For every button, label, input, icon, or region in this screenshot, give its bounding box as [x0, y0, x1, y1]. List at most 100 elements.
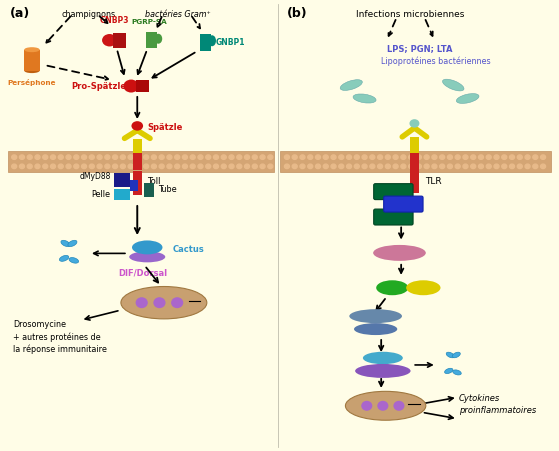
- Text: IκBα: IκBα: [375, 354, 391, 363]
- Circle shape: [112, 164, 117, 169]
- Ellipse shape: [121, 286, 207, 319]
- Text: GNBP1: GNBP1: [215, 38, 245, 47]
- Polygon shape: [114, 173, 130, 187]
- Circle shape: [128, 155, 133, 159]
- Text: Pelle: Pelle: [92, 189, 111, 198]
- Circle shape: [120, 155, 125, 159]
- Circle shape: [190, 164, 195, 169]
- Polygon shape: [144, 183, 154, 197]
- Polygon shape: [24, 50, 40, 71]
- Text: Tube: Tube: [158, 185, 177, 194]
- Text: Cytokines
proinflammatoires: Cytokines proinflammatoires: [459, 394, 536, 415]
- Circle shape: [12, 164, 17, 169]
- Circle shape: [502, 155, 507, 159]
- Circle shape: [315, 164, 320, 169]
- Text: MyD88: MyD88: [389, 200, 418, 208]
- Ellipse shape: [24, 47, 40, 52]
- Text: TLR: TLR: [425, 177, 442, 186]
- Circle shape: [151, 164, 157, 169]
- Ellipse shape: [102, 34, 117, 46]
- Circle shape: [285, 155, 290, 159]
- Circle shape: [27, 155, 32, 159]
- Circle shape: [393, 155, 398, 159]
- Ellipse shape: [124, 79, 139, 92]
- Circle shape: [339, 155, 344, 159]
- Text: IRAK1: IRAK1: [381, 212, 406, 221]
- Ellipse shape: [456, 94, 479, 103]
- Circle shape: [27, 164, 32, 169]
- Ellipse shape: [394, 401, 405, 411]
- Circle shape: [416, 164, 421, 169]
- Circle shape: [237, 164, 241, 169]
- Circle shape: [159, 155, 164, 159]
- Ellipse shape: [363, 352, 403, 364]
- Text: Spätzle: Spätzle: [147, 123, 183, 132]
- Circle shape: [66, 155, 71, 159]
- Circle shape: [331, 164, 336, 169]
- Bar: [7, 151, 274, 172]
- Text: NEMO: NEMO: [363, 325, 389, 334]
- Circle shape: [354, 164, 359, 169]
- Circle shape: [424, 164, 429, 169]
- Circle shape: [151, 155, 157, 159]
- Text: IKKβ IKKα: IKKβ IKKα: [354, 312, 397, 321]
- Circle shape: [424, 155, 429, 159]
- Circle shape: [260, 155, 265, 159]
- Text: IRAK4: IRAK4: [381, 187, 406, 196]
- Circle shape: [120, 164, 125, 169]
- Circle shape: [35, 155, 40, 159]
- Ellipse shape: [373, 245, 426, 261]
- Circle shape: [377, 155, 382, 159]
- Circle shape: [58, 164, 63, 169]
- Text: NF-κB  NF-κB: NF-κB NF-κB: [358, 366, 408, 375]
- Circle shape: [58, 155, 63, 159]
- Circle shape: [89, 164, 94, 169]
- Circle shape: [370, 164, 375, 169]
- Circle shape: [105, 155, 110, 159]
- Circle shape: [112, 155, 117, 159]
- Circle shape: [362, 155, 367, 159]
- Ellipse shape: [453, 370, 461, 375]
- Circle shape: [471, 155, 476, 159]
- Ellipse shape: [349, 309, 402, 323]
- Circle shape: [300, 155, 305, 159]
- Text: TAK1: TAK1: [380, 283, 404, 292]
- Circle shape: [50, 164, 55, 169]
- Circle shape: [347, 164, 352, 169]
- Polygon shape: [113, 33, 126, 48]
- Circle shape: [416, 155, 421, 159]
- Circle shape: [12, 155, 17, 159]
- Circle shape: [97, 164, 102, 169]
- Ellipse shape: [409, 119, 419, 128]
- FancyBboxPatch shape: [383, 196, 423, 212]
- Circle shape: [401, 155, 406, 159]
- Circle shape: [174, 155, 179, 159]
- Circle shape: [214, 164, 219, 169]
- Ellipse shape: [354, 323, 397, 335]
- Circle shape: [20, 164, 25, 169]
- Circle shape: [331, 155, 336, 159]
- Polygon shape: [133, 171, 141, 195]
- Text: TAB2/3: TAB2/3: [409, 283, 438, 292]
- Circle shape: [455, 155, 460, 159]
- Polygon shape: [146, 32, 157, 48]
- Circle shape: [167, 164, 172, 169]
- Ellipse shape: [131, 121, 143, 131]
- Circle shape: [144, 164, 149, 169]
- Circle shape: [300, 164, 305, 169]
- Circle shape: [354, 155, 359, 159]
- Text: Pro-Spätzle: Pro-Spätzle: [72, 82, 127, 91]
- Circle shape: [198, 164, 203, 169]
- Circle shape: [525, 164, 530, 169]
- Circle shape: [463, 164, 468, 169]
- Ellipse shape: [154, 34, 162, 44]
- Circle shape: [74, 164, 79, 169]
- Ellipse shape: [353, 94, 376, 103]
- Ellipse shape: [452, 352, 460, 358]
- Circle shape: [541, 164, 546, 169]
- Circle shape: [136, 164, 141, 169]
- Circle shape: [370, 155, 375, 159]
- Circle shape: [244, 155, 249, 159]
- Circle shape: [308, 155, 312, 159]
- Circle shape: [66, 164, 71, 169]
